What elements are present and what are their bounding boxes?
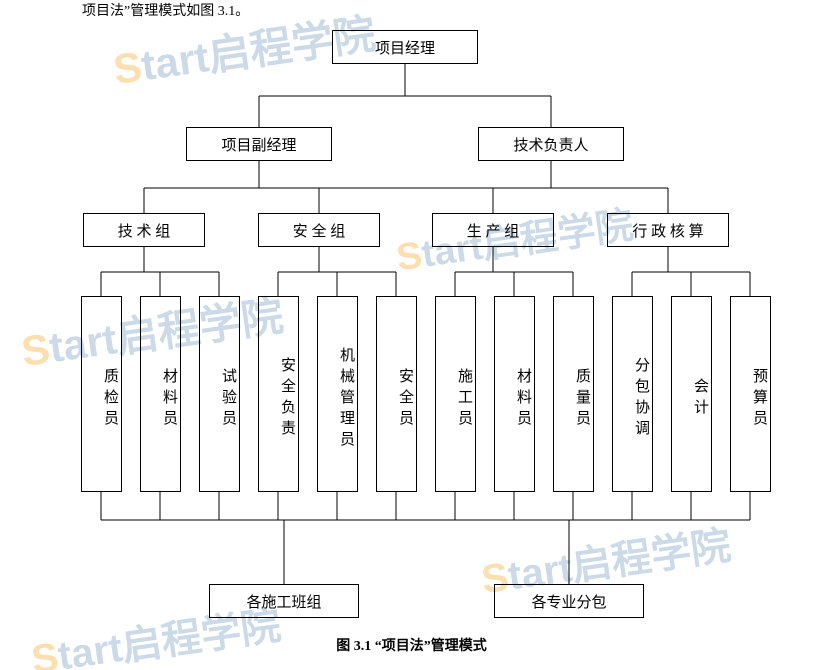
leaf-qjy: 质检员 [81,296,122,492]
org-chart-page: Start启程学院 Start启程学院 Start启程学院 Start启程学院 … [0,0,823,670]
node-label: 材料员 [159,368,180,431]
node-label: 试验员 [218,368,239,431]
leaf-sgy: 施工员 [435,296,476,492]
watermark-s: S [110,43,144,93]
header-text: 项目法”管理模式如图 3.1。 [82,0,249,20]
leaf-fbxt: 分包协调 [612,296,653,492]
node-label: 机械管理员 [336,347,357,452]
node-label: 生 产 组 [467,220,520,241]
node-label: 施工员 [454,368,475,431]
leaf-kj: 会计 [671,296,712,492]
node-label: 项目副经理 [221,134,296,155]
node-label: 项目经理 [375,37,435,58]
node-label: 安 全 组 [293,220,346,241]
node-label: 分包协调 [631,357,652,441]
leaf-aqy: 安全员 [376,296,417,492]
leaf-cly2: 材料员 [494,296,535,492]
node-safety-group: 安 全 组 [258,213,380,247]
node-label: 技 术 组 [118,220,171,241]
leaf-aqfz: 安全负责 [258,296,299,492]
node-label: 预算员 [749,368,770,431]
node-label: 质量员 [572,368,593,431]
leaf-cly1: 材料员 [140,296,181,492]
node-construction-teams: 各施工班组 [209,584,359,618]
node-label: 安全员 [395,368,416,431]
leaf-jxgly: 机械管理员 [317,296,358,492]
leaf-zly: 质量员 [553,296,594,492]
watermark-s: S [18,325,52,375]
node-label: 各专业分包 [531,591,606,612]
node-label: 质检员 [100,368,121,431]
node-tech-group: 技 术 组 [83,213,205,247]
node-production-group: 生 产 组 [432,213,554,247]
node-project-manager: 项目经理 [332,30,478,64]
node-admin-group: 行 政 核 算 [607,213,729,247]
figure-caption: 图 3.1 “项目法”管理模式 [0,635,823,655]
node-label: 行 政 核 算 [632,220,703,241]
node-label: 各施工班组 [246,591,321,612]
watermark-s: S [394,234,425,279]
leaf-syy: 试验员 [199,296,240,492]
node-label: 会计 [690,378,711,420]
node-tech-lead: 技术负责人 [478,127,624,161]
node-subcontractors: 各专业分包 [494,584,644,618]
node-label: 材料员 [513,368,534,431]
node-deputy-manager: 项目副经理 [186,127,332,161]
leaf-ysy: 预算员 [730,296,771,492]
node-label: 安全负责 [277,357,298,441]
node-label: 技术负责人 [513,134,588,155]
